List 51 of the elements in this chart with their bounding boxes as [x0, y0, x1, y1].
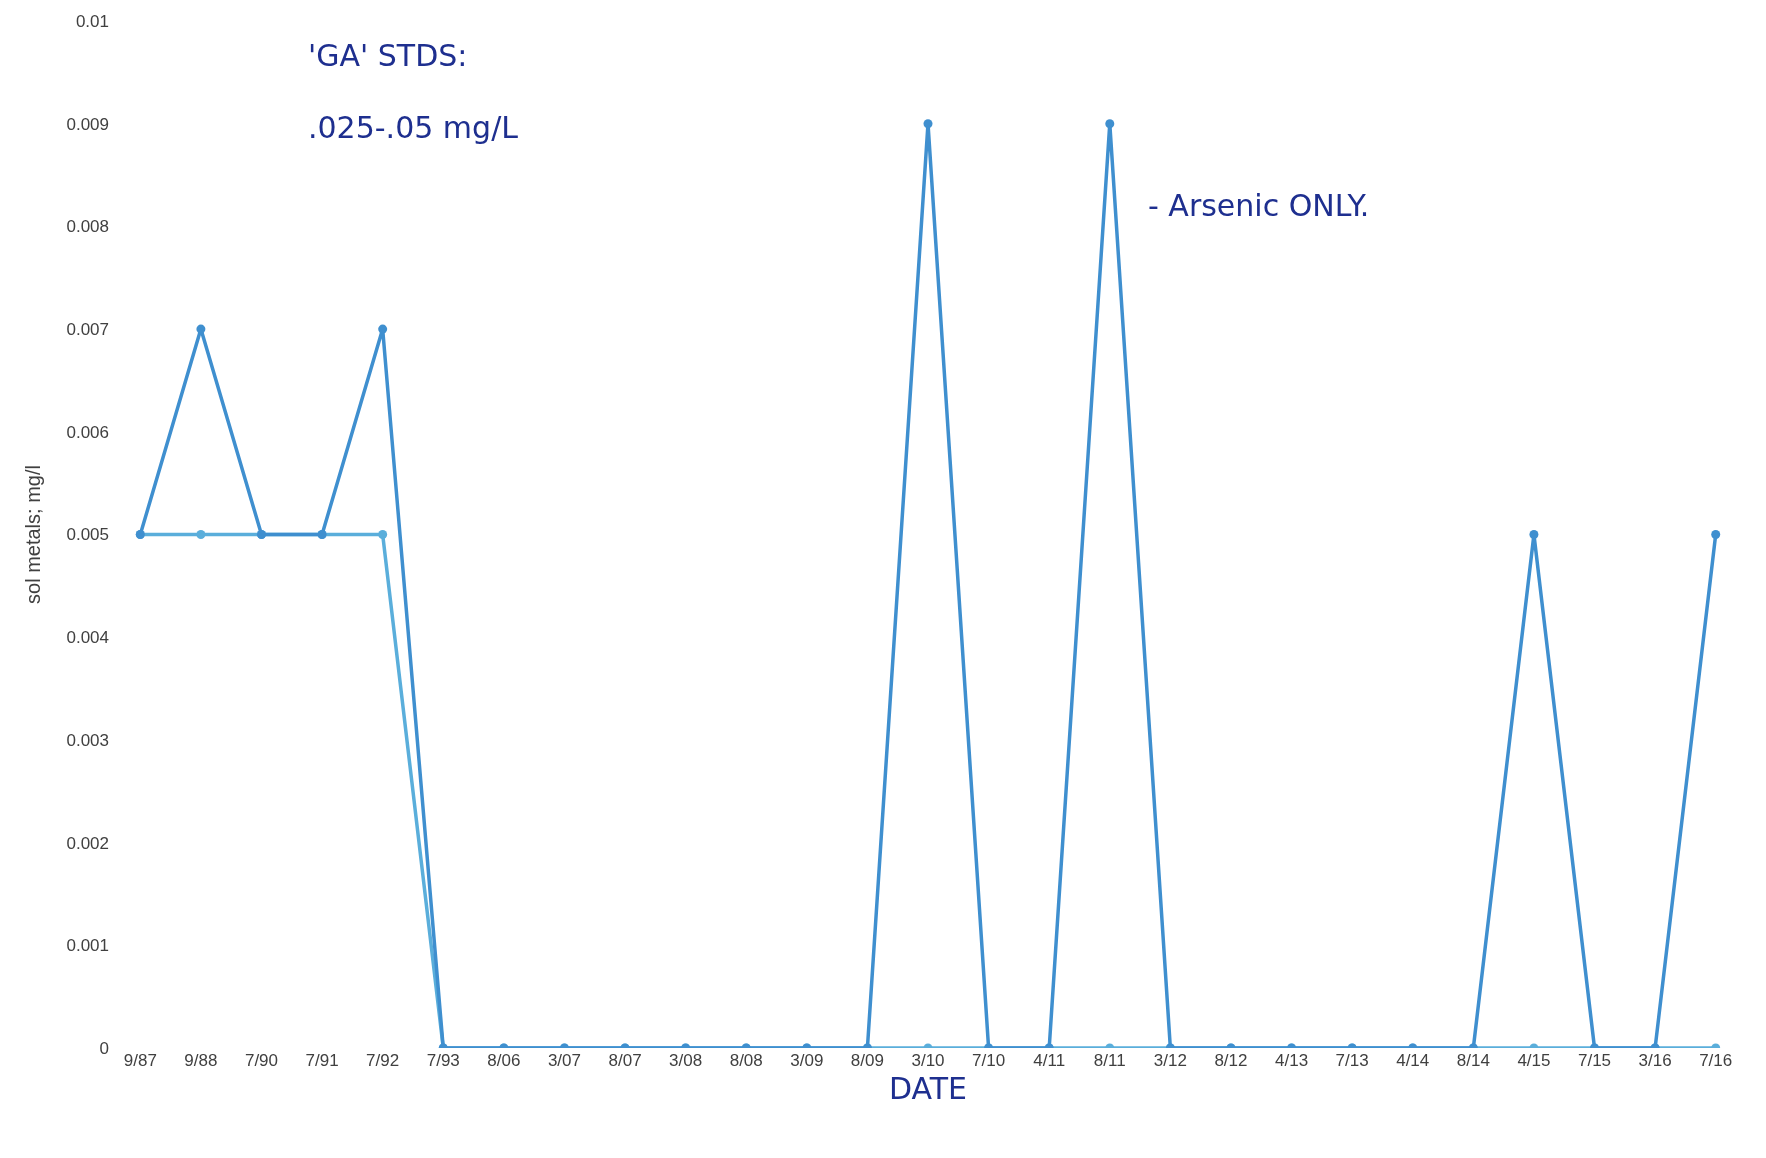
- x-tick-label: 7/92: [366, 1051, 400, 1070]
- point: [196, 530, 206, 539]
- x-tick-label: 3/12: [1153, 1051, 1187, 1070]
- x-tick-label: 7/91: [305, 1051, 339, 1070]
- x-tick-label: 8/11: [1093, 1051, 1126, 1070]
- y-tick-label: 0.005: [66, 525, 109, 545]
- x-tick-label: 7/13: [1335, 1051, 1369, 1070]
- point: [196, 324, 206, 334]
- x-tick-label: 8/07: [608, 1051, 642, 1070]
- y-tick-label: 0.004: [66, 628, 109, 648]
- point: [923, 119, 933, 129]
- annotation: .025-.05 mg/L: [308, 110, 519, 145]
- x-tick-label: 3/16: [1638, 1051, 1672, 1070]
- x-tick-label: 4/15: [1517, 1051, 1551, 1070]
- x-tick-label: 4/14: [1396, 1051, 1430, 1070]
- y-tick-label: 0.003: [66, 730, 109, 750]
- x-tick-label: 7/90: [244, 1051, 279, 1070]
- x-tick-label: 8/12: [1214, 1051, 1248, 1070]
- point: [1105, 119, 1115, 129]
- y-axis-title: sol metals; mg/l: [21, 465, 44, 604]
- annotation: 'GA' STDS:: [308, 38, 468, 73]
- x-tick-label: 9/87: [123, 1051, 157, 1070]
- point: [1529, 530, 1539, 539]
- x-tick-label: 3/07: [547, 1051, 581, 1070]
- annotation: - Arsenic ONLY.: [1148, 188, 1370, 223]
- x-tick-label: 4/13: [1275, 1051, 1309, 1070]
- x-tick-label: 8/08: [729, 1051, 763, 1070]
- x-tick-label: 9/88: [184, 1051, 218, 1070]
- y-tick-label: 0: [99, 1038, 109, 1058]
- y-tick-label: 0.007: [66, 320, 109, 340]
- y-tick-label: 0.006: [66, 422, 109, 442]
- point: [1711, 530, 1721, 539]
- y-tick-label: 0.001: [66, 936, 109, 956]
- x-tick-label: 8/09: [850, 1051, 884, 1070]
- x-tick-label: 7/15: [1577, 1051, 1612, 1070]
- y-tick-label: 0.002: [66, 833, 109, 853]
- x-tick-label: 3/08: [669, 1051, 703, 1070]
- x-tick-label: 3/09: [790, 1051, 824, 1070]
- y-tick-label: 0.01: [75, 11, 109, 31]
- y-tick-label: 0.008: [66, 217, 109, 237]
- x-tick-label: 7/93: [426, 1051, 460, 1070]
- x-tick-label: 3/10: [911, 1051, 945, 1070]
- x-axis-title: DATE: [888, 1070, 968, 1106]
- x-tick-label: 4/11: [1033, 1051, 1066, 1070]
- x-tick-label: 7/10: [972, 1051, 1006, 1070]
- x-tick-label: 8/14: [1456, 1051, 1490, 1070]
- point: [378, 324, 388, 334]
- y-tick-label: 0.009: [66, 114, 109, 134]
- x-tick-label: 7/16: [1699, 1051, 1733, 1070]
- point: [378, 530, 388, 539]
- x-tick-label: 8/06: [487, 1051, 521, 1070]
